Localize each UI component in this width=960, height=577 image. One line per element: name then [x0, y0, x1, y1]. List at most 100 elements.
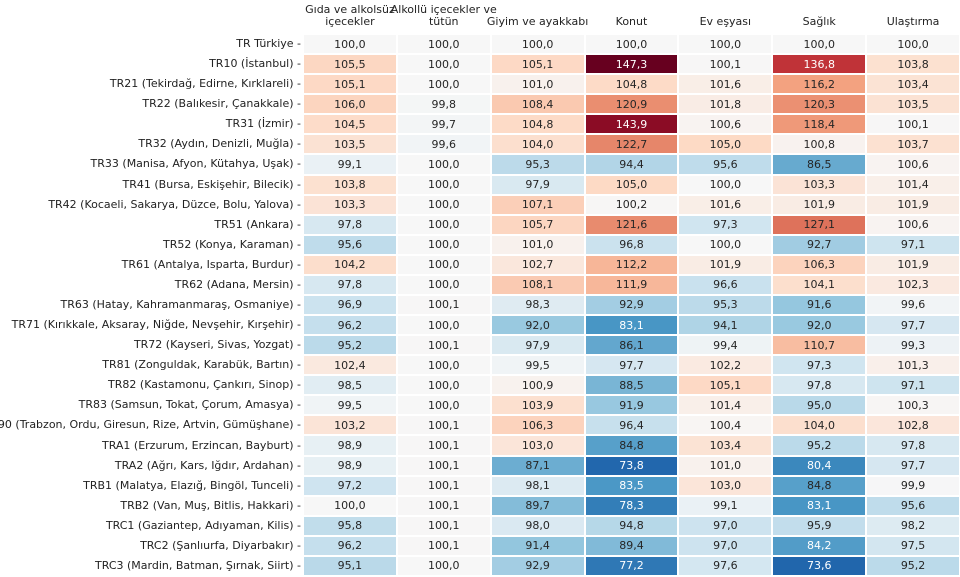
heatmap-cell: 100,0	[866, 34, 960, 55]
heatmap-cell: 100,0	[772, 34, 867, 55]
heatmap-cell: 105,0	[678, 134, 773, 155]
heatmap-cell: 136,8	[772, 54, 867, 75]
heatmap-cell: 100,1	[396, 535, 491, 556]
heatmap-cell: 105,1	[303, 74, 397, 95]
heatmap-cell: 110,7	[772, 335, 867, 356]
heatmap-cell: 97,9	[490, 174, 585, 195]
row-label: TRB2 (Van, Muş, Bitlis, Hakkari) -	[120, 498, 301, 512]
heatmap-cell: 104,0	[490, 134, 585, 155]
heatmap-cell: 100,6	[678, 114, 773, 135]
heatmap-cell: 84,8	[772, 475, 867, 496]
heatmap-cell: 105,5	[303, 54, 397, 75]
heatmap-cell: 106,3	[772, 254, 867, 275]
heatmap-cell: 103,5	[866, 94, 960, 115]
heatmap-cell: 99,4	[678, 335, 773, 356]
heatmap-cell: 97,0	[678, 535, 773, 556]
heatmap-cell: 97,7	[584, 355, 679, 376]
heatmap-cell: 100,0	[303, 34, 397, 55]
heatmap-cell: 97,8	[303, 214, 397, 235]
heatmap-cell: 105,0	[584, 174, 679, 195]
row-label: TR Türkiye -	[236, 37, 301, 51]
heatmap-cell: 91,4	[490, 535, 585, 556]
heatmap-cell: 118,4	[772, 114, 867, 135]
heatmap-cell: 102,3	[866, 274, 960, 295]
heatmap-cell: 89,4	[584, 535, 679, 556]
heatmap-cell: 100,0	[396, 395, 491, 416]
heatmap-cell: 101,3	[866, 355, 960, 376]
heatmap-cell: 94,8	[584, 515, 679, 536]
heatmap-cell: 95,1	[303, 555, 397, 576]
heatmap-cell: 101,9	[772, 194, 867, 215]
row-label: TR21 (Tekirdağ, Edirne, Kırklareli) -	[109, 77, 301, 91]
heatmap-cell: 101,0	[678, 455, 773, 476]
heatmap-cell: 86,5	[772, 154, 867, 175]
row-label: TRC3 (Mardin, Batman, Şırnak, Siirt) -	[95, 558, 301, 572]
heatmap-cell: 95,9	[772, 515, 867, 536]
heatmap-cell: 97,8	[772, 375, 867, 396]
heatmap-cell: 97,3	[678, 214, 773, 235]
heatmap-cell: 106,3	[490, 415, 585, 436]
heatmap-cell: 100,0	[396, 234, 491, 255]
heatmap-cell: 103,5	[303, 134, 397, 155]
heatmap-cell: 95,2	[303, 335, 397, 356]
column-header: Gıda ve alkolsüz içecekler	[305, 3, 395, 28]
heatmap-cell: 100,0	[396, 214, 491, 235]
heatmap-cell: 95,6	[678, 154, 773, 175]
heatmap-cell: 99,1	[678, 495, 773, 516]
row-label: TRA1 (Erzurum, Erzincan, Bayburt) -	[101, 438, 301, 452]
heatmap-cell: 100,6	[866, 214, 960, 235]
heatmap-cell: 103,0	[490, 435, 585, 456]
heatmap-cell: 99,6	[396, 134, 491, 155]
heatmap-cell: 100,0	[678, 174, 773, 195]
heatmap-cell: 121,6	[584, 214, 679, 235]
heatmap-cell: 101,6	[678, 194, 773, 215]
heatmap-cell: 99,5	[490, 355, 585, 376]
heatmap-cell: 112,2	[584, 254, 679, 275]
heatmap-cell: 91,6	[772, 294, 867, 316]
column-header: Giyim ve ayakkabı	[486, 15, 589, 28]
row-label: TR71 (Kırıkkale, Aksaray, Niğde, Nevşehi…	[11, 318, 301, 332]
heatmap-cell: 104,5	[303, 114, 397, 135]
heatmap-cell: 122,7	[584, 134, 679, 155]
heatmap-cell: 100,0	[396, 555, 491, 576]
row-label: TR83 (Samsun, Tokat, Çorum, Amasya) -	[78, 398, 301, 412]
heatmap-cell: 97,7	[866, 455, 960, 476]
heatmap-cell: 94,4	[584, 154, 679, 175]
heatmap-cell: 95,2	[772, 435, 867, 456]
heatmap-cell: 97,2	[303, 475, 397, 496]
heatmap-cell: 86,1	[584, 335, 679, 356]
heatmap-cell: 92,7	[772, 234, 867, 255]
heatmap-cell: 89,7	[490, 495, 585, 516]
heatmap-cell: 97,1	[866, 375, 960, 396]
heatmap-cell: 97,5	[866, 535, 960, 556]
heatmap-cell: 108,1	[490, 274, 585, 295]
heatmap-cell: 103,7	[866, 134, 960, 155]
heatmap-cell: 100,0	[396, 315, 491, 336]
heatmap-cell: 103,8	[303, 174, 397, 195]
heatmap-cell: 101,0	[490, 234, 585, 255]
heatmap-cell: 105,1	[490, 54, 585, 75]
row-label: TR82 (Kastamonu, Çankırı, Sinop) -	[108, 378, 301, 392]
row-label: TR61 (Antalya, Isparta, Burdur) -	[121, 257, 301, 271]
row-label: TR62 (Adana, Mersin) -	[174, 277, 301, 291]
heatmap-cell: 96,2	[303, 535, 397, 556]
heatmap-cell: 78,3	[584, 495, 679, 516]
heatmap-cell: 100,0	[303, 495, 397, 516]
heatmap-cell: 95,3	[678, 294, 773, 316]
heatmap-cell: 100,0	[396, 54, 491, 75]
heatmap-cell: 103,3	[772, 174, 867, 195]
row-label: TR90 (Trabzon, Ordu, Giresun, Rize, Artv…	[0, 418, 301, 432]
heatmap-cell: 98,2	[866, 515, 960, 536]
row-label: TRB1 (Malatya, Elazığ, Bingöl, Tunceli) …	[83, 478, 301, 492]
heatmap-cell: 107,1	[490, 194, 585, 215]
heatmap-cell: 97,9	[490, 335, 585, 356]
heatmap-cell: 96,8	[584, 234, 679, 255]
heatmap-cell: 99,9	[866, 475, 960, 496]
column-header: Ulaştırma	[886, 15, 940, 28]
heatmap-cell: 97,6	[678, 555, 773, 576]
heatmap-cell: 104,8	[490, 114, 585, 135]
heatmap-cell: 102,2	[678, 355, 773, 376]
heatmap-cell: 98,3	[490, 294, 585, 316]
row-label: TR51 (Ankara) -	[214, 217, 301, 231]
